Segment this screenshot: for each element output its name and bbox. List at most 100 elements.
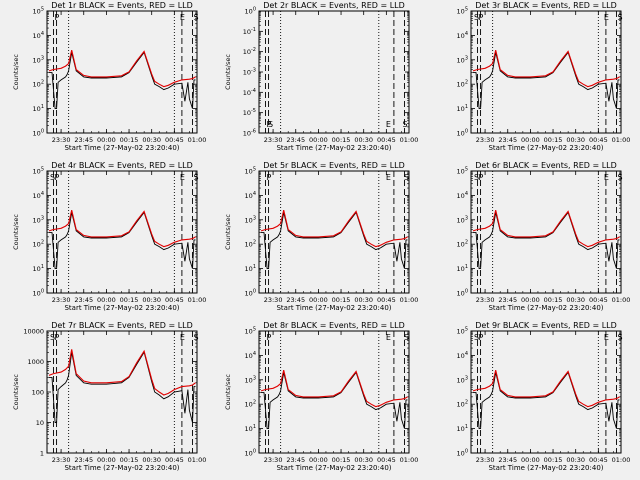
series-line-lld [472,49,620,88]
y-tick-label: 105 [457,327,468,336]
x-axis-label: Start Time (27-May-02 23:20:40) [276,144,391,152]
plot-frame [258,330,410,454]
panel-det6r: Det 6r BLACK = Events, RED = LLD 100 101 10… [457,161,631,312]
y-tick-label: 104 [245,191,256,200]
flag-label: S [50,173,55,182]
series-line-events [261,371,408,430]
series-line-lld [48,349,196,396]
x-axis-label: Start Time (27-May-02 23:20:40) [488,464,603,472]
y-tick-label: 101 [457,264,468,273]
series-line-events [49,51,196,110]
panel-det5r: Det 5r BLACK = Events, RED = LLD 100 101 10… [224,161,418,312]
y-tick-label: 10-5 [243,108,256,117]
x-tick-label: 23:45 [498,136,517,144]
panel-title: Det 3r BLACK = Events, RED = LLD [475,1,617,10]
x-axis-label: Start Time (27-May-02 23:20:40) [276,464,391,472]
y-tick-label: 100 [33,129,44,138]
panel-title: Det 6r BLACK = Events, RED = LLD [475,161,617,170]
series-line-events [473,211,620,270]
y-tick-label: 10 [36,419,44,427]
flag-label: S [474,173,479,182]
x-tick-label: 00:15 [120,456,139,464]
x-tick-label: 00:00 [521,296,540,304]
y-tick-label: 104 [457,191,468,200]
x-tick-label: 00:45 [377,456,396,464]
x-tick-label: 01:00 [612,136,631,144]
x-tick-label: 23:30 [476,296,495,304]
y-tick-label: 100 [457,449,468,458]
y-tick-label: 100 [457,289,468,298]
x-axis-label: Start Time (27-May-02 23:20:40) [276,304,391,312]
x-tick-label: 23:30 [52,456,71,464]
panel-det9r: Det 9r BLACK = Events, RED = LLD 100 101 10… [457,321,631,472]
panel-det1r: Det 1r BLACK = Events, RED = LLD 100 101 10… [12,1,206,152]
x-tick-label: 00:00 [97,456,116,464]
panel-det2r: Det 2r BLACK = Events, RED = LLD 10-6 10-5… [224,1,418,152]
x-tick-label: 00:45 [165,456,184,464]
x-tick-label: 00:30 [354,456,373,464]
flag-label: S [474,13,479,22]
y-tick-label: 100 [245,289,256,298]
y-tick-label: 100 [245,449,256,458]
y-tick-label: 10-1 [243,27,256,36]
x-tick-label: 00:30 [354,136,373,144]
y-tick-label: 102 [245,240,256,249]
y-tick-label: 1000 [27,358,44,366]
x-tick-label: 01:00 [400,136,419,144]
x-tick-label: 00:15 [544,296,563,304]
y-tick-label: 102 [33,80,44,89]
y-tick-label: 103 [33,55,44,64]
series-line-events [49,211,196,270]
flag-label: E [386,173,391,182]
x-tick-label: 23:45 [286,296,305,304]
flag-label: P [55,173,60,182]
y-tick-label: 100 [33,289,44,298]
flag-label: S [402,120,407,129]
x-tick-label: 00:30 [566,456,585,464]
x-tick-label: 00:00 [309,136,328,144]
panel-title: Det 5r BLACK = Events, RED = LLD [263,161,405,170]
x-tick-label: 23:30 [52,296,71,304]
series-line-lld [260,209,408,248]
x-tick-label: 00:00 [309,456,328,464]
x-tick-label: 23:45 [74,136,93,144]
y-tick-label: 105 [33,7,44,16]
flag-label: S [474,333,479,342]
y-tick-label: 102 [33,240,44,249]
y-tick-label: 1 [40,450,44,458]
plot-frame [46,170,198,294]
y-tick-label: 104 [457,351,468,360]
series-line-events [473,371,620,430]
flag-label: P [267,173,272,182]
plot-frame [258,10,410,134]
y-tick-label: 101 [33,264,44,273]
flag-label: P [267,333,272,342]
x-tick-label: 01:00 [188,296,207,304]
x-tick-label: 01:00 [188,136,207,144]
y-axis-label: Counts/sec [12,54,20,90]
panel-det3r: Det 3r BLACK = Events, RED = LLD 100 101 10… [457,1,631,152]
x-tick-label: 00:00 [309,296,328,304]
x-tick-label: 00:00 [97,136,116,144]
flag-label: E [386,120,391,129]
y-tick-label: 104 [33,191,44,200]
y-tick-label: 101 [33,104,44,113]
x-tick-label: 00:15 [332,136,351,144]
plot-frame [46,10,198,134]
y-axis-label: Counts/sec [224,214,232,250]
x-tick-label: 00:30 [142,136,161,144]
x-tick-label: 23:30 [264,456,283,464]
y-axis-label: Counts/sec [12,214,20,250]
flag-label: E [180,173,185,182]
panel-title: Det 1r BLACK = Events, RED = LLD [51,1,193,10]
flag-label: S [617,173,622,182]
y-tick-label: 103 [245,375,256,384]
x-tick-label: 23:45 [74,296,93,304]
x-tick-label: 23:45 [286,136,305,144]
series-line-lld [48,49,196,88]
flag-label: P [55,333,60,342]
y-tick-label: 10000 [23,328,44,336]
y-tick-label: 102 [457,400,468,409]
x-tick-label: 00:00 [521,456,540,464]
y-tick-label: 105 [457,7,468,16]
